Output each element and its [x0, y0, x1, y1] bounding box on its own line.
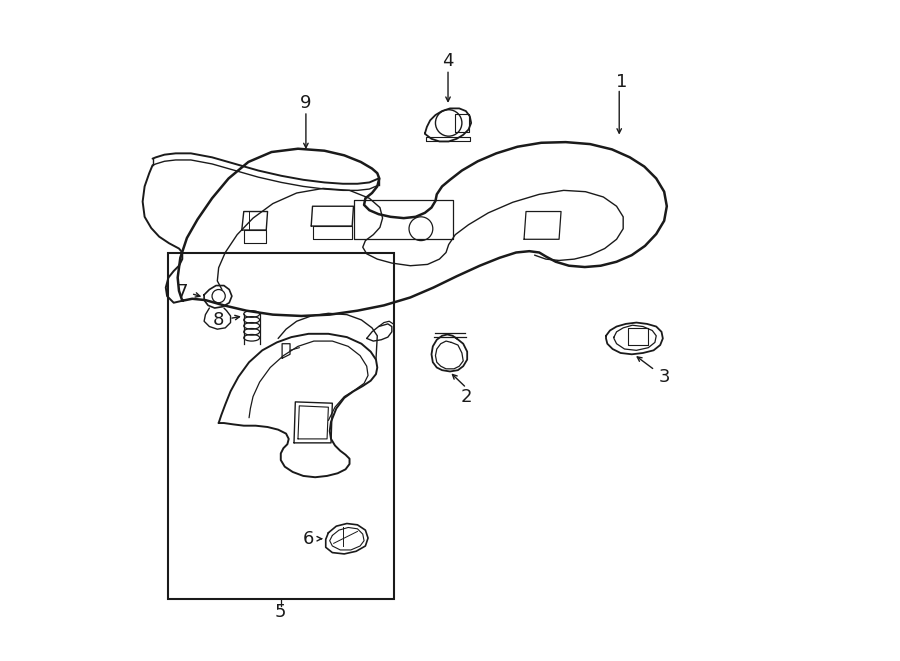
Text: 6: 6: [303, 529, 314, 548]
Text: 4: 4: [442, 52, 454, 70]
Text: 2: 2: [461, 387, 472, 406]
Text: 1: 1: [616, 73, 627, 91]
Bar: [167, 253, 394, 599]
Text: 9: 9: [301, 94, 311, 112]
Text: 3: 3: [659, 368, 670, 386]
Text: 5: 5: [275, 603, 286, 621]
Text: 8: 8: [213, 311, 224, 329]
Text: 7: 7: [176, 283, 188, 301]
